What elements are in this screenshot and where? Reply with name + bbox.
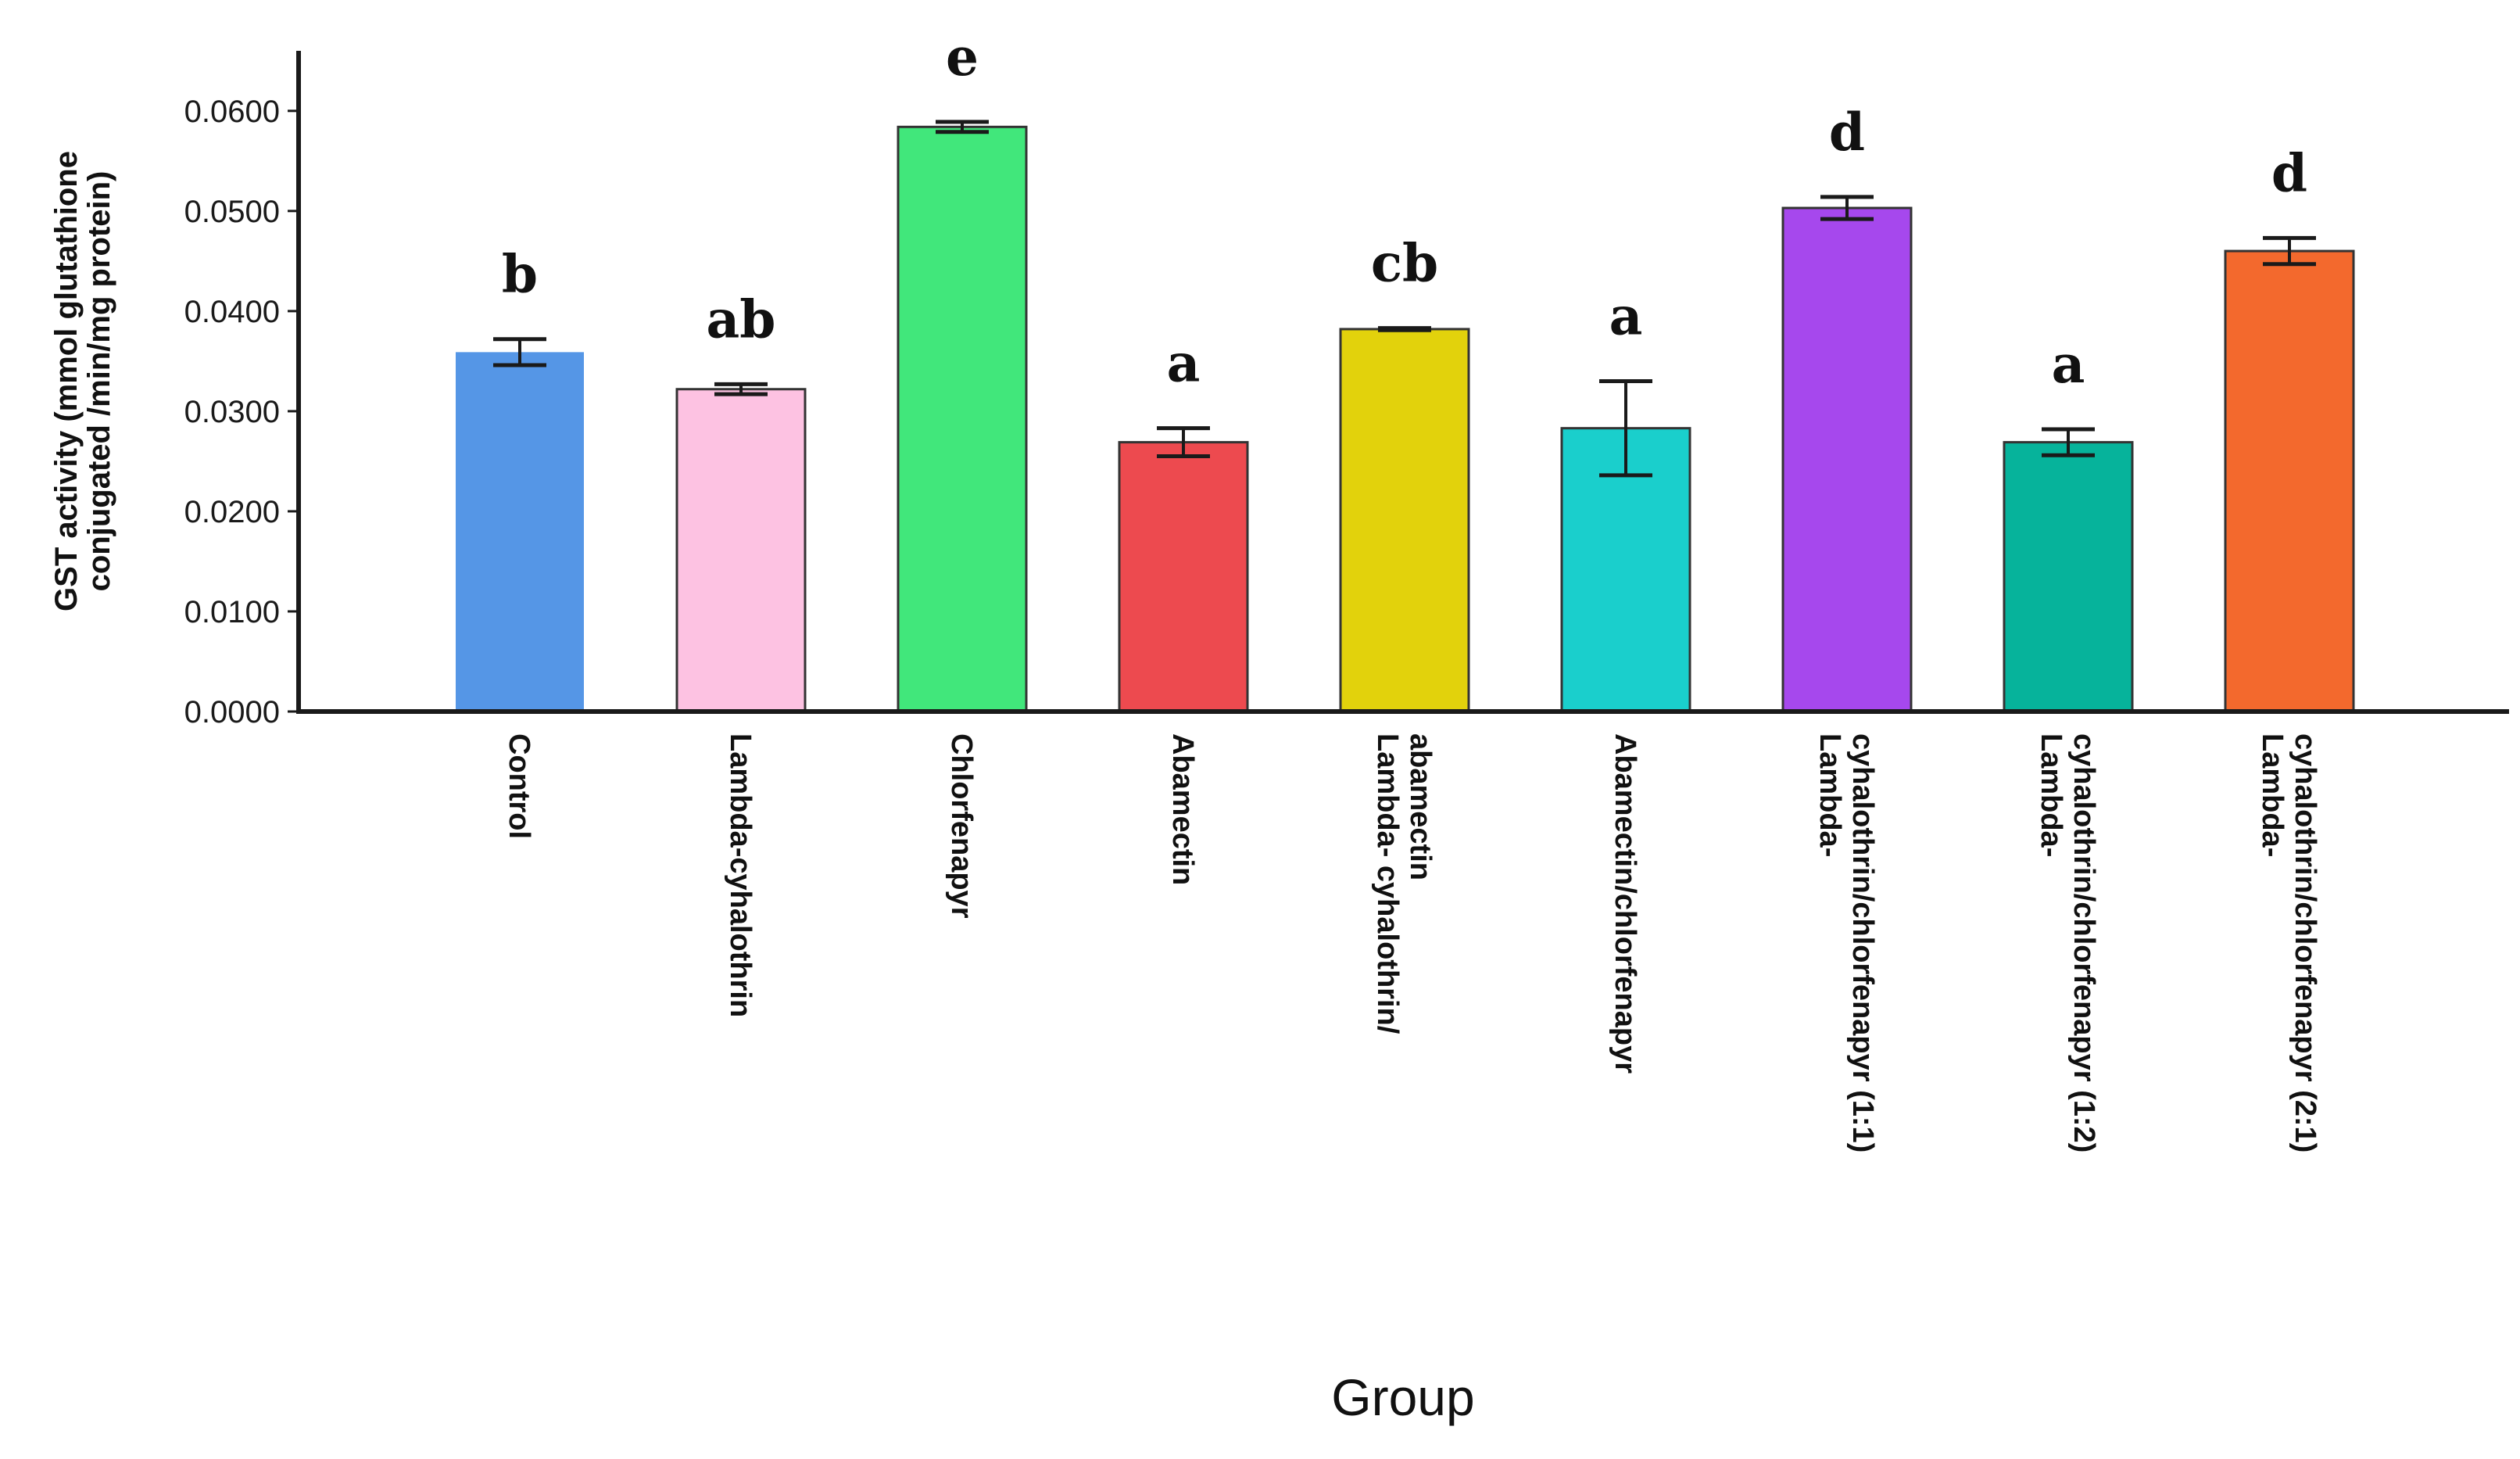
significance-letters: b ab e a cb a d a d <box>502 27 2307 395</box>
category-label: Lambda-cyhalothrin/chlorfenapyr (1:1) <box>1813 733 1879 1153</box>
bar <box>1118 441 1249 713</box>
bars <box>456 125 2355 713</box>
y-axis-title-line: conjugated /min/mg protein) <box>82 171 116 592</box>
error-bar <box>1157 426 1210 459</box>
category-label: Lambda-cyhalothrin/chlorfenapyr (2:1) <box>2256 733 2321 1153</box>
significance-letter: b <box>502 244 538 305</box>
category-label-line: Abamectin <box>1166 733 1199 885</box>
bar <box>897 125 1028 713</box>
bar <box>675 388 807 713</box>
y-tick-label: 0.0500 <box>184 195 280 229</box>
category-label-line: Lambda- <box>2035 733 2067 857</box>
category-label: Lambda- cyhalothrin/abamectin <box>1371 733 1437 1034</box>
category-label-line: cyhalothrin/chlorfenapyr (1:2) <box>2067 733 2100 1153</box>
y-tick-label: 0.0200 <box>184 495 280 529</box>
category-label-line: Chlorfenapyr <box>945 733 978 919</box>
category-label-line: cyhalothrin/chlorfenapyr (2:1) <box>2289 733 2321 1153</box>
category-label-line: Abamectin/chlorfenapyr <box>1609 733 1641 1074</box>
category-label-line: Lambda- <box>1813 733 1846 857</box>
bar <box>2224 249 2355 713</box>
category-label: Lambda-cyhalothrin/chlorfenapyr (1:2) <box>2035 733 2100 1153</box>
significance-letter: e <box>946 27 979 88</box>
y-tick-label: 0.0100 <box>184 595 280 629</box>
category-label-line: Lambda- <box>2256 733 2289 857</box>
significance-letter: a <box>2052 334 2085 395</box>
y-tick-label: 0.0300 <box>184 395 280 429</box>
y-axis-ticks: 0.0000 0.0100 0.0200 0.0300 0.0400 0.0500 0.06… <box>184 95 299 730</box>
significance-letter: a <box>1609 286 1643 347</box>
y-tick-label: 0.0600 <box>184 95 280 129</box>
x-axis-title: Group <box>1331 1368 1474 1426</box>
bar <box>2003 441 2134 713</box>
bar <box>456 352 584 712</box>
bar <box>1339 328 1470 713</box>
category-label: Abamectin/chlorfenapyr <box>1609 733 1641 1074</box>
y-axis-title-line: GST activity (mmol glutathione <box>49 151 84 611</box>
significance-letter: cb <box>1371 233 1438 294</box>
significance-letter: d <box>1829 102 1865 163</box>
bar <box>1781 206 1913 713</box>
error-bars <box>493 120 2316 478</box>
category-label: Control <box>503 733 535 839</box>
error-bar <box>1378 326 1431 332</box>
error-bar <box>1599 379 1652 478</box>
significance-letter: d <box>2271 142 2307 203</box>
significance-letter: a <box>1167 333 1201 394</box>
error-bar <box>936 120 989 134</box>
error-bar <box>1820 195 1874 221</box>
y-axis-title: GST activity (mmol glutathioneconjugated… <box>49 151 116 611</box>
category-label-line: abamectin <box>1404 733 1437 880</box>
category-label: Abamectin <box>1166 733 1199 885</box>
category-label-line: cyhalothrin/chlorfenapyr (1:1) <box>1846 733 1879 1153</box>
category-label-line: Lambda- cyhalothrin/ <box>1371 733 1404 1034</box>
category-label-line: Lambda-cyhalothrin <box>724 733 757 1017</box>
category-labels: Control Lambda-cyhalothrin Chlorfenapyr Aba… <box>503 733 2321 1153</box>
y-tick-label: 0.0000 <box>184 695 280 730</box>
y-tick-label: 0.0400 <box>184 295 280 329</box>
category-label: Chlorfenapyr <box>945 733 978 919</box>
error-bar <box>2042 427 2095 457</box>
error-bar <box>714 382 768 396</box>
category-label: Lambda-cyhalothrin <box>724 733 757 1017</box>
category-label-line: Control <box>503 733 535 839</box>
error-bar <box>493 337 546 367</box>
error-bar <box>2263 235 2316 267</box>
significance-letter: ab <box>707 289 776 350</box>
